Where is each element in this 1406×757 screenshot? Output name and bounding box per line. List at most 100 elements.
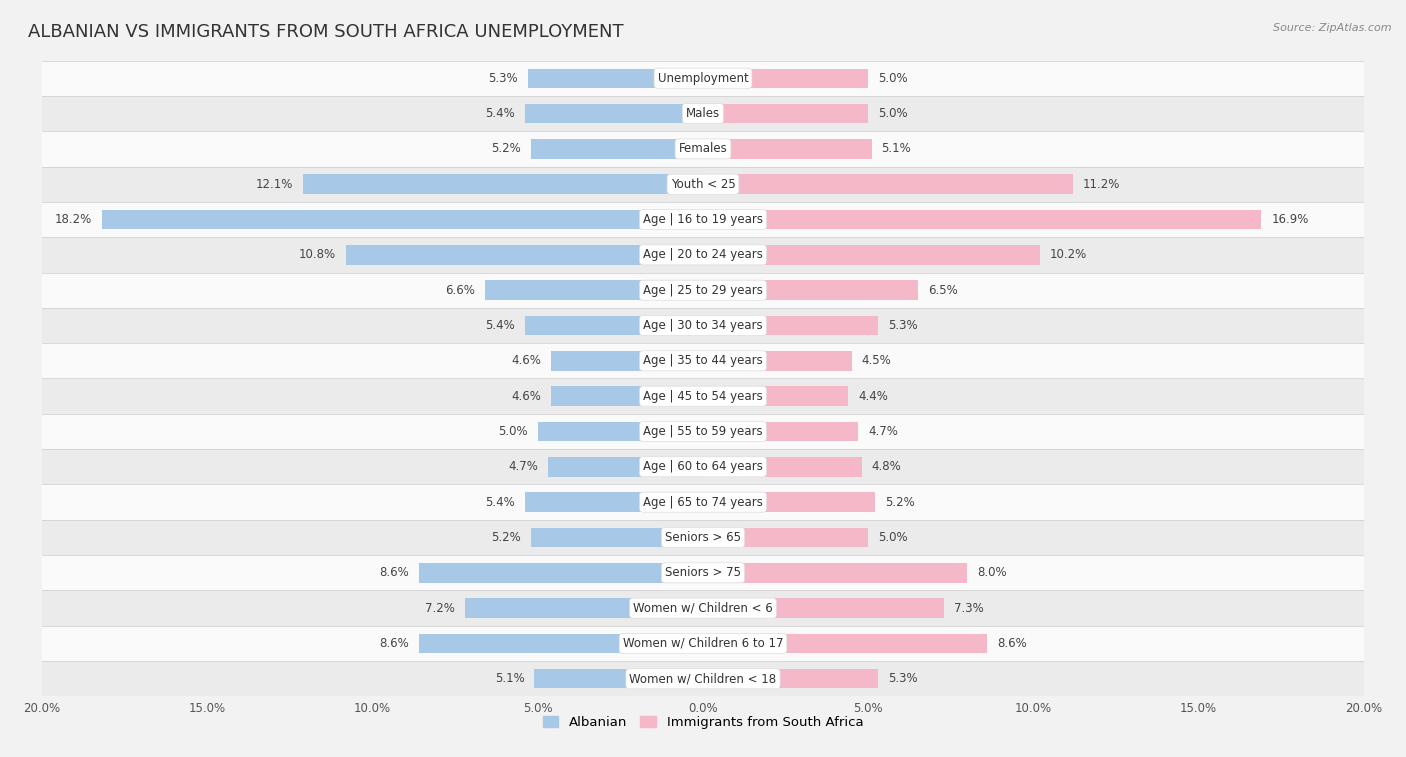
Text: 8.6%: 8.6% (380, 566, 409, 579)
Bar (703, 669, 879, 689)
Text: Age | 60 to 64 years: Age | 60 to 64 years (643, 460, 763, 473)
Bar (703, 316, 879, 335)
Bar (524, 316, 703, 335)
Text: 10.8%: 10.8% (299, 248, 336, 261)
Bar (42, 202, 1364, 237)
Text: 4.6%: 4.6% (512, 354, 541, 367)
Text: 5.1%: 5.1% (495, 672, 524, 685)
Text: Women w/ Children 6 to 17: Women w/ Children 6 to 17 (623, 637, 783, 650)
Bar (42, 484, 1364, 520)
Text: 11.2%: 11.2% (1083, 178, 1121, 191)
Bar (485, 281, 703, 300)
Bar (534, 669, 703, 689)
Bar (42, 378, 1364, 414)
Bar (42, 520, 1364, 555)
Bar (548, 457, 703, 477)
Bar (703, 139, 872, 159)
Bar (42, 661, 1364, 696)
Bar (703, 493, 875, 512)
Text: 4.8%: 4.8% (872, 460, 901, 473)
Text: ALBANIAN VS IMMIGRANTS FROM SOUTH AFRICA UNEMPLOYMENT: ALBANIAN VS IMMIGRANTS FROM SOUTH AFRICA… (28, 23, 624, 41)
Text: Males: Males (686, 107, 720, 120)
Text: 7.3%: 7.3% (955, 602, 984, 615)
Bar (703, 210, 1261, 229)
Text: Age | 65 to 74 years: Age | 65 to 74 years (643, 496, 763, 509)
Text: 8.6%: 8.6% (997, 637, 1026, 650)
Bar (465, 598, 703, 618)
Bar (703, 598, 945, 618)
Bar (531, 528, 703, 547)
Bar (42, 96, 1364, 131)
Text: Age | 45 to 54 years: Age | 45 to 54 years (643, 390, 763, 403)
Bar (524, 104, 703, 123)
Bar (703, 422, 858, 441)
Text: 12.1%: 12.1% (256, 178, 294, 191)
Bar (42, 308, 1364, 343)
Text: Women w/ Children < 18: Women w/ Children < 18 (630, 672, 776, 685)
Bar (42, 449, 1364, 484)
Bar (304, 175, 703, 194)
Bar (42, 237, 1364, 273)
Text: 4.6%: 4.6% (512, 390, 541, 403)
Text: 5.4%: 5.4% (485, 319, 515, 332)
Bar (703, 245, 1040, 265)
Text: 5.4%: 5.4% (485, 107, 515, 120)
Text: Source: ZipAtlas.com: Source: ZipAtlas.com (1274, 23, 1392, 33)
Text: 6.6%: 6.6% (446, 284, 475, 297)
Bar (551, 351, 703, 371)
Text: 4.4%: 4.4% (858, 390, 889, 403)
Bar (527, 68, 703, 88)
Bar (419, 563, 703, 583)
Bar (101, 210, 703, 229)
Text: Youth < 25: Youth < 25 (671, 178, 735, 191)
Bar (42, 626, 1364, 661)
Bar (524, 493, 703, 512)
Text: Females: Females (679, 142, 727, 155)
Bar (551, 386, 703, 406)
Bar (703, 104, 868, 123)
Bar (42, 167, 1364, 202)
Bar (703, 386, 848, 406)
Bar (42, 590, 1364, 626)
Bar (42, 273, 1364, 308)
Text: 5.4%: 5.4% (485, 496, 515, 509)
Text: 10.2%: 10.2% (1050, 248, 1087, 261)
Text: 5.2%: 5.2% (492, 531, 522, 544)
Bar (703, 281, 918, 300)
Bar (703, 528, 868, 547)
Text: 5.3%: 5.3% (889, 319, 918, 332)
Text: 5.3%: 5.3% (889, 672, 918, 685)
Bar (42, 555, 1364, 590)
Text: 5.1%: 5.1% (882, 142, 911, 155)
Bar (703, 175, 1073, 194)
Text: Unemployment: Unemployment (658, 72, 748, 85)
Text: 5.0%: 5.0% (879, 72, 908, 85)
Bar (531, 139, 703, 159)
Bar (537, 422, 703, 441)
Text: Seniors > 75: Seniors > 75 (665, 566, 741, 579)
Text: Age | 25 to 29 years: Age | 25 to 29 years (643, 284, 763, 297)
Text: 4.7%: 4.7% (868, 425, 898, 438)
Bar (42, 131, 1364, 167)
Text: 7.2%: 7.2% (426, 602, 456, 615)
Text: 5.3%: 5.3% (488, 72, 517, 85)
Text: 4.5%: 4.5% (862, 354, 891, 367)
Text: Age | 16 to 19 years: Age | 16 to 19 years (643, 213, 763, 226)
Text: 8.0%: 8.0% (977, 566, 1007, 579)
Text: 5.0%: 5.0% (498, 425, 527, 438)
Text: 8.6%: 8.6% (380, 637, 409, 650)
Bar (703, 563, 967, 583)
Bar (42, 61, 1364, 96)
Text: 5.0%: 5.0% (879, 531, 908, 544)
Text: Age | 35 to 44 years: Age | 35 to 44 years (643, 354, 763, 367)
Text: Age | 20 to 24 years: Age | 20 to 24 years (643, 248, 763, 261)
Bar (703, 351, 852, 371)
Legend: Albanian, Immigrants from South Africa: Albanian, Immigrants from South Africa (537, 710, 869, 734)
Bar (419, 634, 703, 653)
Bar (42, 414, 1364, 449)
Text: Seniors > 65: Seniors > 65 (665, 531, 741, 544)
Bar (703, 68, 868, 88)
Text: 5.2%: 5.2% (492, 142, 522, 155)
Text: Women w/ Children < 6: Women w/ Children < 6 (633, 602, 773, 615)
Text: 5.0%: 5.0% (879, 107, 908, 120)
